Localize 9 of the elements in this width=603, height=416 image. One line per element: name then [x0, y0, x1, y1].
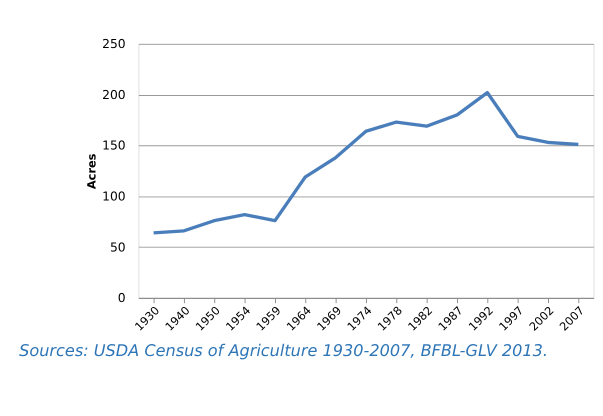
y-tick-label: 0 [118, 291, 126, 306]
y-axis-title: Acres [84, 153, 98, 190]
source-note: Sources: USDA Census of Agriculture 1930-2007, BFBL-GLV 2013. [19, 341, 548, 360]
y-tick-label: 50 [110, 240, 126, 254]
y-tick-label: 250 [102, 37, 126, 52]
y-tick-label: 150 [102, 138, 126, 153]
line-series [152, 90, 580, 235]
y-tick-label: 200 [102, 88, 126, 102]
y-tick-label: 100 [102, 190, 126, 204]
